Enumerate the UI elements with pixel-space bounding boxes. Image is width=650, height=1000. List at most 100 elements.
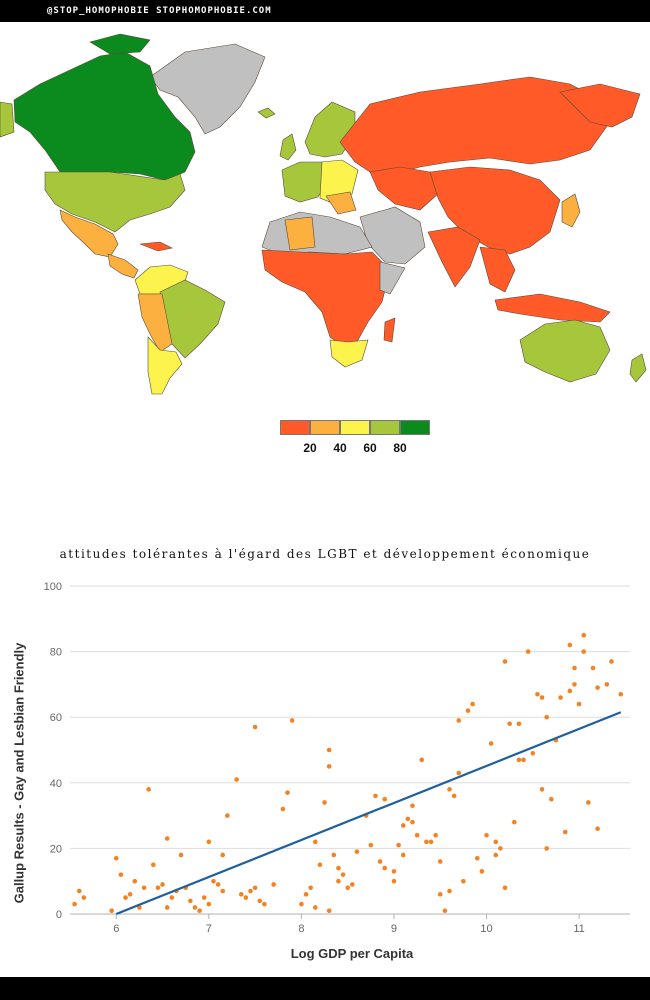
data-point-68 — [391, 869, 397, 874]
data-point-76 — [419, 757, 425, 763]
legend-swatch-0 — [280, 420, 310, 435]
x-tick-label-10: 10 — [480, 923, 492, 932]
data-point-70 — [400, 852, 406, 858]
data-point-83 — [447, 888, 452, 894]
data-point-31 — [225, 813, 230, 818]
data-point-124 — [567, 642, 573, 648]
data-point-49 — [317, 862, 323, 868]
data-point-95 — [493, 852, 499, 858]
data-point-60 — [354, 849, 360, 854]
data-point-69 — [396, 842, 401, 848]
data-point-79 — [433, 832, 438, 838]
y-axis-label: Gallup Results - Gay and Lesbian Friendl… — [11, 642, 27, 904]
greenland-region — [149, 43, 266, 135]
data-point-1 — [76, 888, 82, 894]
data-point-78 — [428, 839, 434, 845]
balkans-region — [325, 191, 357, 215]
data-point-52 — [326, 764, 332, 769]
map-legend: 20 40 60 80 — [280, 420, 430, 457]
uk-region — [279, 133, 297, 161]
data-point-48 — [312, 839, 318, 845]
data-point-28 — [215, 882, 221, 887]
china-region — [429, 166, 561, 255]
data-point-75 — [414, 832, 420, 838]
canada-region — [13, 51, 196, 181]
scatter-chart: 0 20 40 60 80 100 6 7 8 9 10 11 — [44, 581, 630, 932]
data-point-96 — [493, 839, 499, 845]
data-point-94 — [488, 741, 494, 746]
data-point-10 — [141, 885, 147, 891]
data-point-40 — [271, 882, 276, 887]
data-point-19 — [178, 852, 184, 858]
iceland-region — [257, 107, 276, 119]
data-point-106 — [539, 787, 545, 792]
y-tick-label-0: 0 — [56, 909, 62, 921]
world-map — [0, 22, 650, 402]
data-point-25 — [206, 901, 212, 907]
data-point-67 — [391, 878, 397, 884]
data-point-112 — [567, 688, 573, 694]
data-point-85 — [451, 793, 457, 799]
data-point-51 — [326, 908, 332, 914]
data-point-87 — [456, 770, 462, 776]
x-tick-label-7: 7 — [206, 923, 212, 932]
data-point-44 — [299, 901, 304, 907]
y-tick-label-80: 80 — [50, 647, 62, 659]
data-point-22 — [192, 905, 198, 910]
data-point-21 — [188, 898, 193, 904]
data-point-0 — [72, 901, 77, 907]
data-point-53 — [326, 747, 332, 753]
caribbean-region — [139, 241, 173, 252]
arctic-islands-region — [89, 33, 151, 55]
data-point-92 — [479, 869, 485, 874]
data-point-39 — [262, 901, 267, 907]
data-point-72 — [405, 816, 411, 822]
data-point-55 — [336, 865, 341, 871]
data-point-119 — [604, 682, 610, 687]
data-point-71 — [400, 823, 406, 828]
data-point-33 — [238, 892, 244, 897]
top-banner: @STOP_HOMOPHOBIE STOPHOMOPHOBIE.COM — [0, 0, 650, 22]
data-point-123 — [544, 714, 549, 720]
sub-saharan-africa-region — [261, 249, 391, 349]
data-point-11 — [146, 787, 151, 792]
data-point-24 — [201, 895, 207, 900]
data-point-62 — [368, 842, 374, 848]
x-tick-label-6: 6 — [113, 923, 119, 932]
data-point-36 — [252, 885, 258, 891]
data-point-97 — [498, 846, 503, 851]
data-point-77 — [424, 839, 429, 845]
usa-region — [44, 171, 186, 233]
data-point-29 — [220, 888, 226, 894]
data-point-102 — [516, 757, 522, 763]
legend-label-20: 20 — [303, 441, 317, 455]
legend-label-40: 40 — [333, 441, 347, 455]
chart-title: attitudes tolérantes à l'égard des LGBT … — [59, 547, 591, 561]
data-point-115 — [581, 649, 587, 654]
eastern-europe-region — [319, 159, 359, 203]
data-point-122 — [525, 649, 531, 654]
data-point-6 — [123, 895, 128, 900]
data-point-27 — [211, 878, 216, 884]
data-point-101 — [511, 819, 517, 825]
pacific-edge-region — [0, 101, 15, 138]
data-point-99 — [502, 885, 508, 891]
data-point-2 — [81, 895, 87, 900]
legend-swatch-3 — [370, 420, 400, 435]
x-tick-label-11: 11 — [573, 923, 584, 932]
japan-region — [561, 193, 581, 228]
data-point-5 — [118, 872, 124, 877]
y-tick-label-60: 60 — [50, 712, 62, 724]
data-point-46 — [308, 885, 313, 891]
data-point-86 — [456, 718, 462, 723]
x-axis-label: Log GDP per Capita — [290, 946, 414, 961]
data-point-16 — [164, 836, 170, 841]
algeria-region — [284, 216, 316, 251]
data-point-104 — [530, 750, 536, 756]
data-point-89 — [465, 708, 471, 713]
data-point-82 — [442, 908, 448, 914]
data-point-108 — [549, 796, 554, 802]
data-point-103 — [521, 757, 526, 763]
data-point-127 — [572, 665, 577, 671]
data-point-37 — [252, 724, 258, 730]
